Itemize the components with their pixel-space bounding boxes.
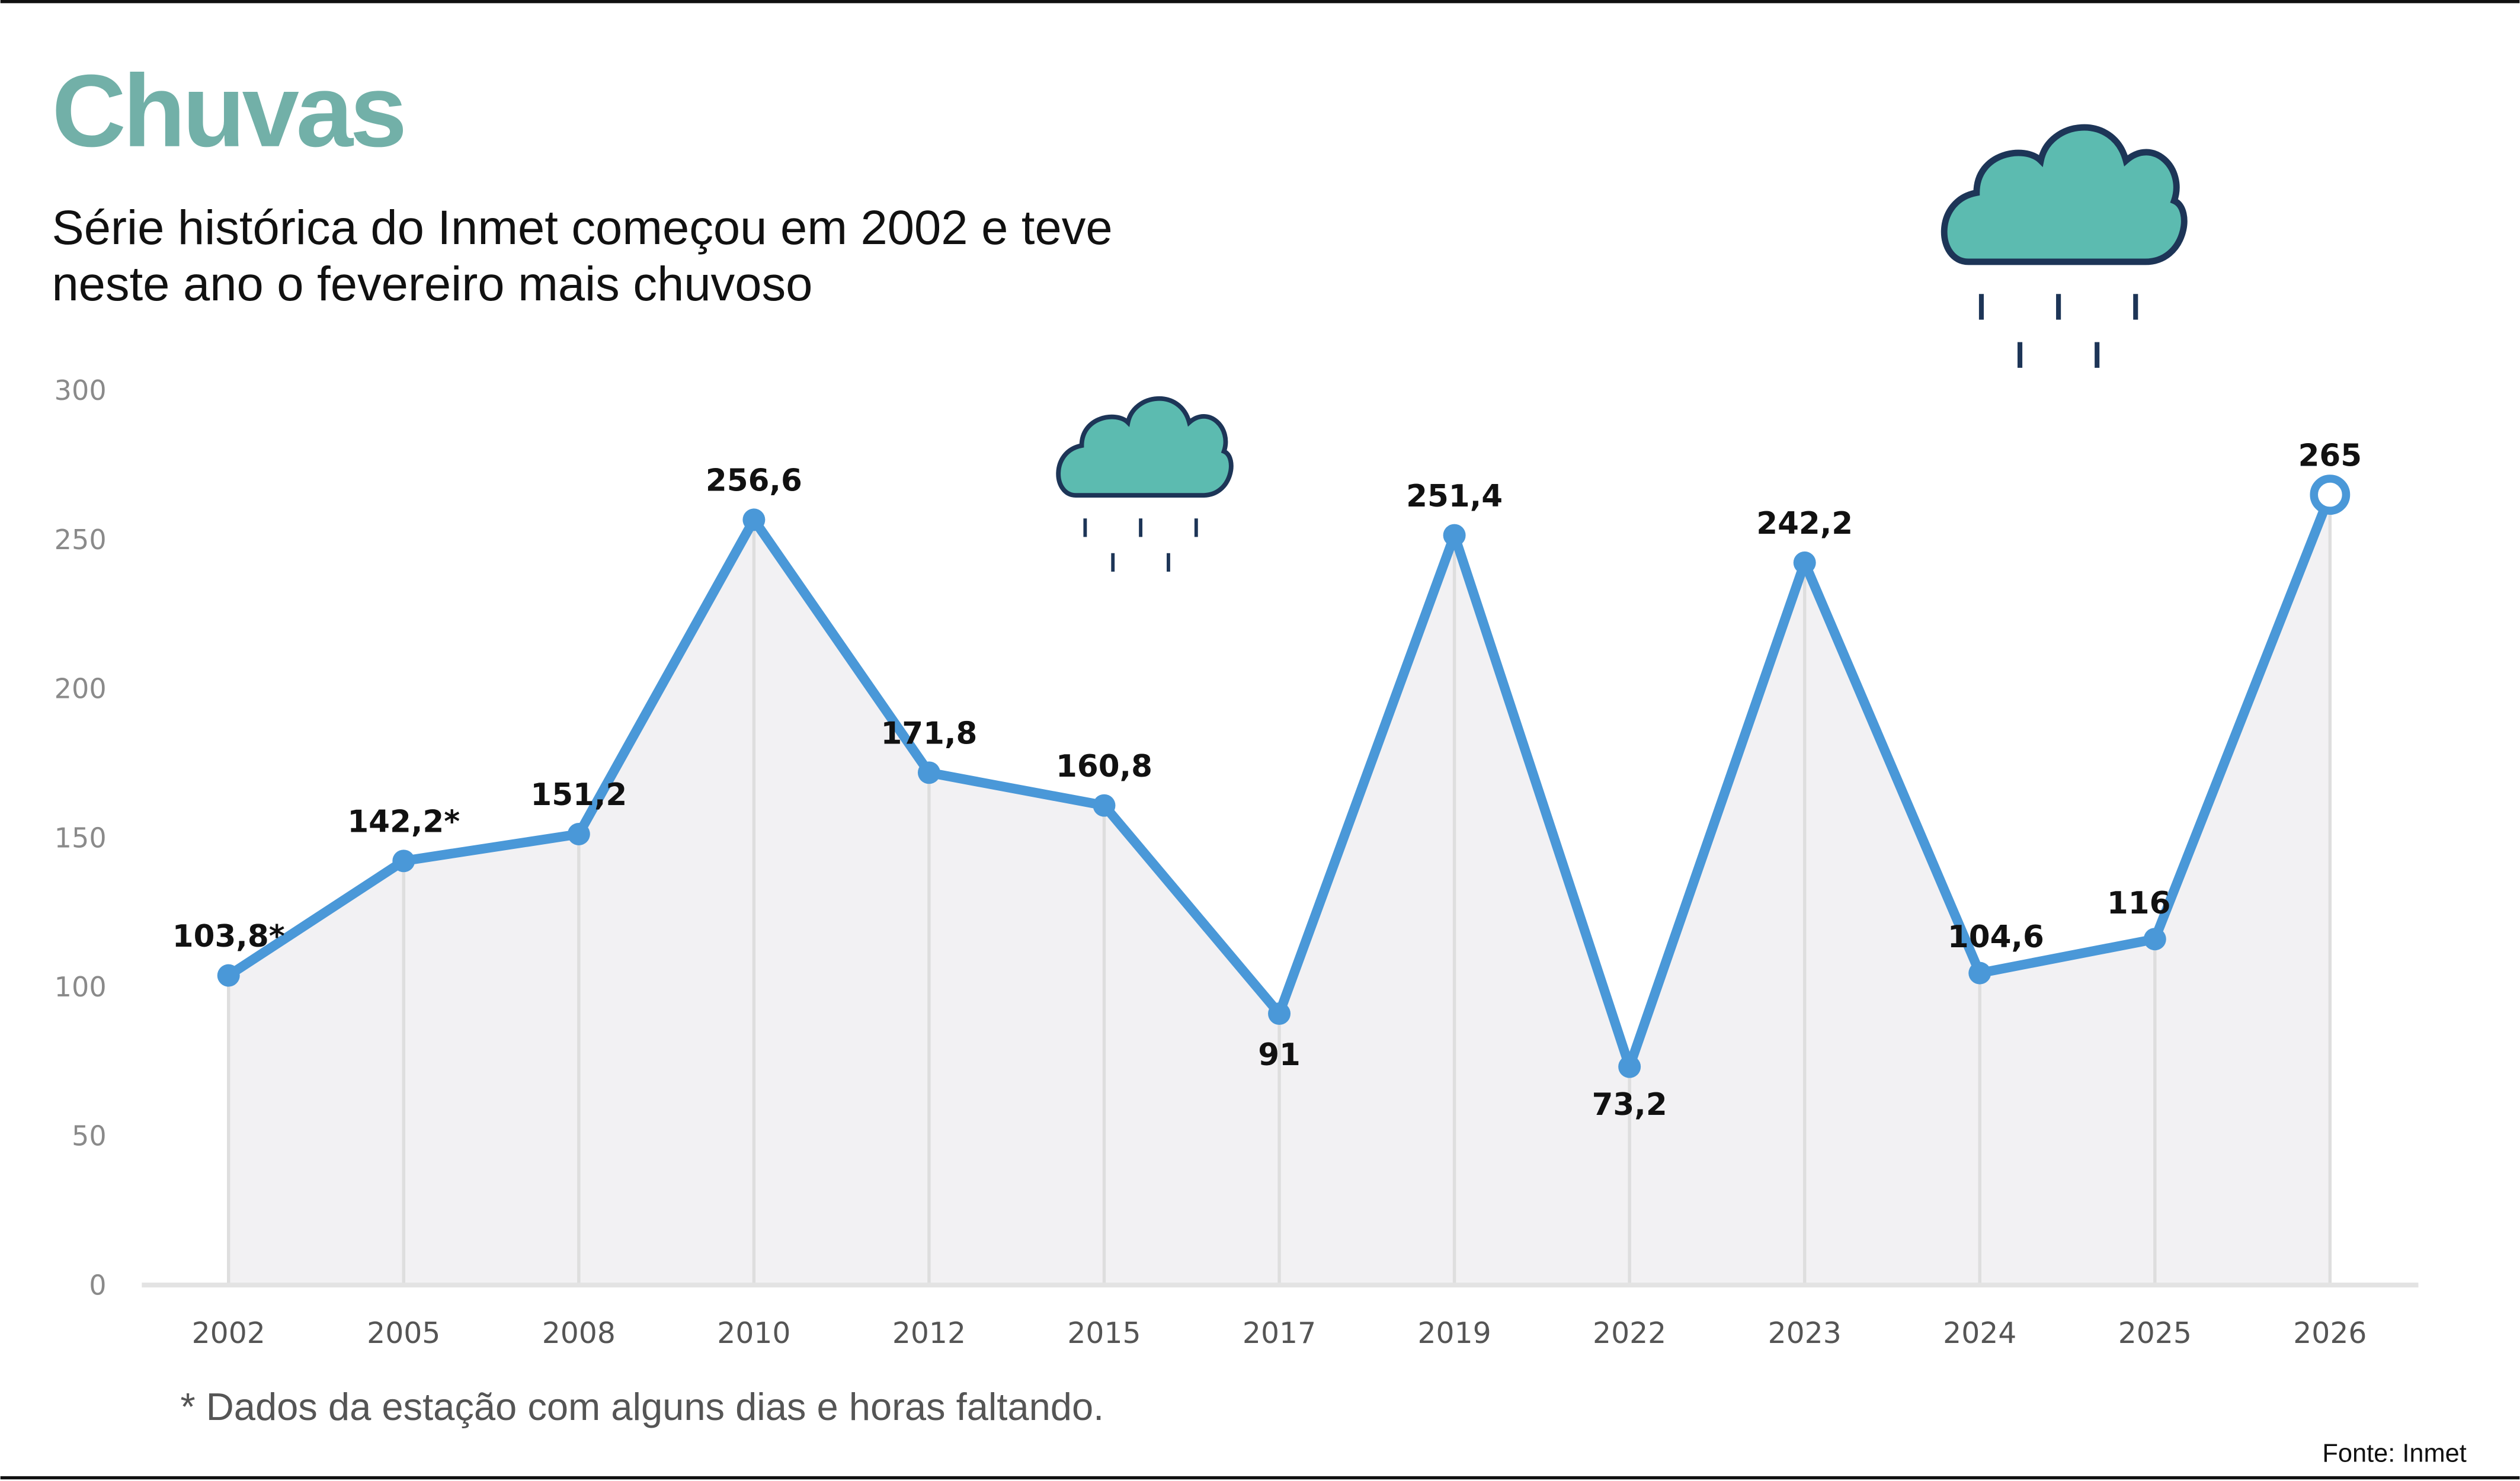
data-label: 160,8	[1056, 749, 1152, 784]
x-tick-label: 2025	[2118, 1316, 2192, 1350]
data-label: 91	[1258, 1037, 1301, 1073]
data-point	[1093, 794, 1116, 817]
data-point	[1618, 1055, 1641, 1078]
line-chart: 0 50 100 150 200 250 300 2002 2005 2008 2010 2012 20…	[55, 374, 2419, 1350]
x-tick-label: 2010	[717, 1316, 790, 1350]
footnote: * Dados da estação com alguns dias e hor…	[180, 1385, 1104, 1428]
x-tick-label: 2015	[1067, 1316, 1141, 1350]
y-tick-label: 250	[55, 524, 107, 556]
x-tick-label: 2005	[367, 1316, 440, 1350]
x-tick-label: 2023	[1768, 1316, 1842, 1350]
data-label: 151,2	[530, 777, 627, 813]
data-point	[1443, 524, 1466, 547]
rain-cloud-icon-small	[1056, 396, 1234, 572]
y-tick-label: 300	[55, 374, 107, 406]
data-point	[392, 850, 415, 873]
y-tick-label: 200	[55, 673, 107, 705]
data-label: 104,6	[1948, 919, 2044, 955]
data-point	[1268, 1002, 1291, 1025]
data-label: 171,8	[880, 716, 977, 751]
page-title: Chuvas	[52, 53, 404, 168]
data-point	[2143, 928, 2166, 951]
data-point	[217, 964, 240, 987]
data-label: 116	[2107, 886, 2171, 921]
x-tick-label: 2026	[2293, 1316, 2367, 1350]
data-label: 73,2	[1592, 1087, 1667, 1123]
data-label: 103,8*	[172, 919, 285, 954]
data-label: 142,2*	[347, 804, 460, 840]
x-tick-label: 2008	[542, 1316, 616, 1350]
subtitle-line-1: Série histórica do Inmet começou em 2002…	[52, 201, 1112, 255]
data-point	[917, 761, 940, 784]
y-tick-label: 0	[89, 1269, 106, 1301]
data-label: 251,4	[1406, 479, 1503, 514]
data-point	[1968, 961, 1991, 985]
rain-cloud-icon-large	[1941, 124, 2188, 368]
x-tick-label: 2017	[1243, 1316, 1316, 1350]
x-tick-label: 2024	[1943, 1316, 2016, 1350]
data-label: 242,2	[1756, 506, 1853, 541]
x-tick-label: 2022	[1593, 1316, 1666, 1350]
subtitle-line-2: neste ano o fevereiro mais chuvoso	[52, 257, 812, 311]
data-point	[567, 823, 590, 845]
x-tick-label: 2019	[1417, 1316, 1491, 1350]
x-tick-label: 2002	[192, 1316, 265, 1350]
y-tick-label: 150	[55, 822, 107, 854]
x-tick-label: 2012	[892, 1316, 966, 1350]
y-tick-label: 100	[55, 971, 107, 1003]
data-point	[742, 508, 766, 531]
source-credit: Fonte: Inmet	[2322, 1439, 2467, 1467]
data-point-highlight	[2310, 475, 2351, 515]
data-label: 256,6	[706, 463, 802, 499]
data-label: 265	[2298, 438, 2362, 473]
data-point	[1793, 551, 1816, 574]
y-tick-label: 50	[72, 1120, 107, 1152]
